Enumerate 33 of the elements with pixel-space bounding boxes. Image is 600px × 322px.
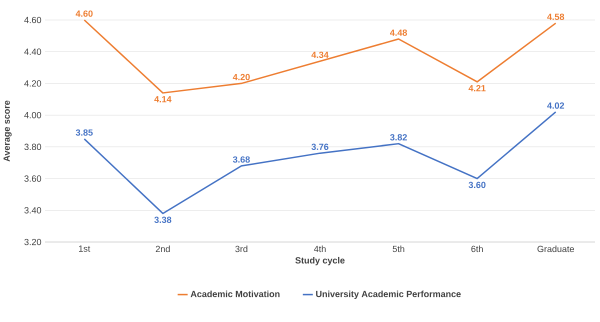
x-tick-label: 4th [314, 246, 326, 252]
data-label: 3.82 [390, 134, 407, 140]
y-tick-label: 4.00 [24, 112, 42, 118]
data-label: 4.60 [76, 10, 93, 17]
y-tick-label: 4.20 [24, 80, 42, 87]
data-label: 4.48 [390, 29, 408, 36]
x-tick-label: 3rd [235, 246, 248, 252]
data-label: 4.14 [154, 96, 172, 102]
x-tick-label: 5th [392, 246, 404, 252]
y-axis-title: Average score [4, 100, 12, 162]
data-label: 4.02 [547, 102, 564, 109]
x-tick-label: 1st [78, 246, 90, 252]
y-tick-label: 3.40 [24, 207, 42, 214]
legend-label: University Academic Performance [316, 290, 461, 299]
data-label: 4.21 [468, 85, 486, 92]
data-label: 3.85 [76, 129, 93, 136]
x-tick-label: 6th [471, 246, 483, 252]
y-tick-label: 4.60 [24, 16, 42, 24]
legend-label: Academic Motivation [190, 290, 280, 298]
y-tick-label: 3.80 [24, 144, 42, 150]
y-tick-label: 3.60 [24, 175, 42, 182]
data-label: 3.38 [154, 216, 172, 224]
x-axis-title: Study cycle [295, 256, 345, 266]
data-label: 3.76 [311, 144, 328, 150]
data-label: 3.68 [232, 156, 250, 163]
data-label: 4.58 [547, 14, 564, 20]
data-label: 3.60 [468, 182, 486, 188]
data-label: 4.20 [232, 74, 250, 80]
x-tick-label: Graduate [537, 246, 574, 252]
y-tick-label: 3.20 [24, 238, 42, 246]
data-label: 4.34 [311, 52, 329, 58]
x-tick-label: 2nd [156, 246, 170, 252]
y-tick-label: 4.40 [24, 48, 42, 55]
